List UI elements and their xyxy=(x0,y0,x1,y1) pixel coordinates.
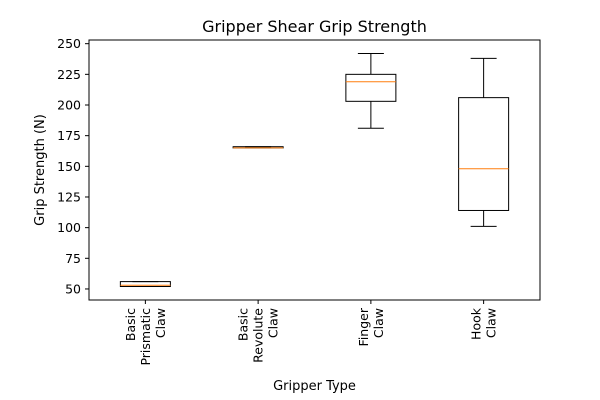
x-axis-label: Gripper Type xyxy=(273,379,356,394)
x-category-label: Basic xyxy=(236,308,251,341)
y-tick-label: 200 xyxy=(57,98,81,113)
x-category-label: Prismatic xyxy=(138,308,153,366)
y-tick-label: 250 xyxy=(57,36,81,51)
y-tick-label: 100 xyxy=(57,220,81,235)
x-category-label: Basic xyxy=(123,308,138,341)
chart-title: Gripper Shear Grip Strength xyxy=(202,17,427,36)
x-category-label: Claw xyxy=(484,308,499,338)
plot-frame xyxy=(88,39,541,301)
x-category-label: Claw xyxy=(266,308,281,338)
x-category-label: Revolute xyxy=(251,308,266,363)
y-tick-label: 225 xyxy=(57,67,81,82)
x-category-label: Hook xyxy=(469,307,484,340)
box xyxy=(345,73,397,102)
x-category-label: Claw xyxy=(153,308,168,338)
x-category-label: Finger xyxy=(356,307,371,346)
box xyxy=(458,97,510,211)
y-axis-label: Grip Strength (N) xyxy=(33,114,48,226)
y-tick-label: 125 xyxy=(57,189,81,204)
y-tick-label: 150 xyxy=(57,159,81,174)
y-tick-label: 75 xyxy=(65,251,81,266)
y-tick-label: 175 xyxy=(57,128,81,143)
box xyxy=(119,281,171,288)
x-category-label: Claw xyxy=(371,308,386,338)
y-tick-label: 50 xyxy=(65,281,81,296)
